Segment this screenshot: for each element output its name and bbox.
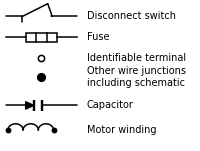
Text: Identifiable terminal: Identifiable terminal — [87, 53, 186, 63]
Text: Motor winding: Motor winding — [87, 125, 156, 135]
Polygon shape — [26, 102, 34, 109]
Text: Fuse: Fuse — [87, 32, 109, 42]
Bar — [26, 33, 57, 42]
Text: Other wire junctions
including schematic: Other wire junctions including schematic — [87, 66, 186, 88]
Text: Disconnect switch: Disconnect switch — [87, 11, 176, 21]
Text: Capacitor: Capacitor — [87, 100, 133, 110]
